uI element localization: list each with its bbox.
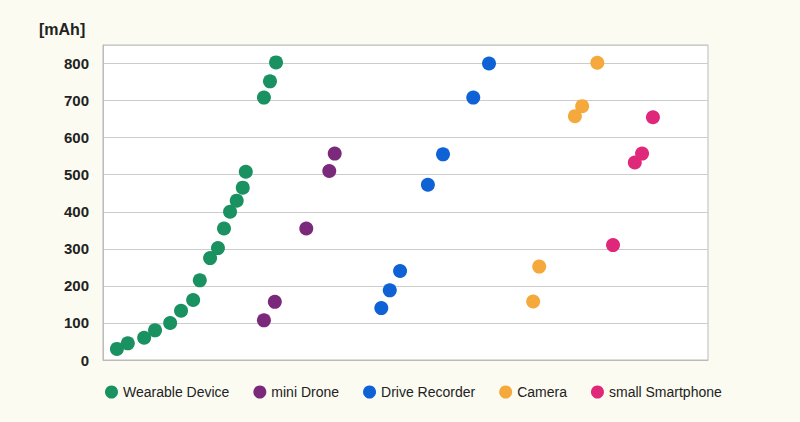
svg-text:700: 700	[64, 92, 89, 109]
svg-text:[mAh]: [mAh]	[39, 21, 85, 38]
svg-text:100: 100	[64, 314, 89, 331]
svg-text:Wearable Device: Wearable Device	[123, 384, 230, 400]
svg-text:0: 0	[81, 352, 89, 369]
svg-text:600: 600	[64, 129, 89, 146]
svg-text:400: 400	[64, 203, 89, 220]
svg-text:200: 200	[64, 277, 89, 294]
svg-text:Camera: Camera	[517, 384, 567, 400]
svg-text:mini Drone: mini Drone	[271, 384, 339, 400]
svg-text:500: 500	[64, 166, 89, 183]
svg-text:Drive Recorder: Drive Recorder	[381, 384, 475, 400]
svg-text:800: 800	[64, 55, 89, 72]
svg-text:small Smartphone: small Smartphone	[609, 384, 722, 400]
svg-text:300: 300	[64, 240, 89, 257]
